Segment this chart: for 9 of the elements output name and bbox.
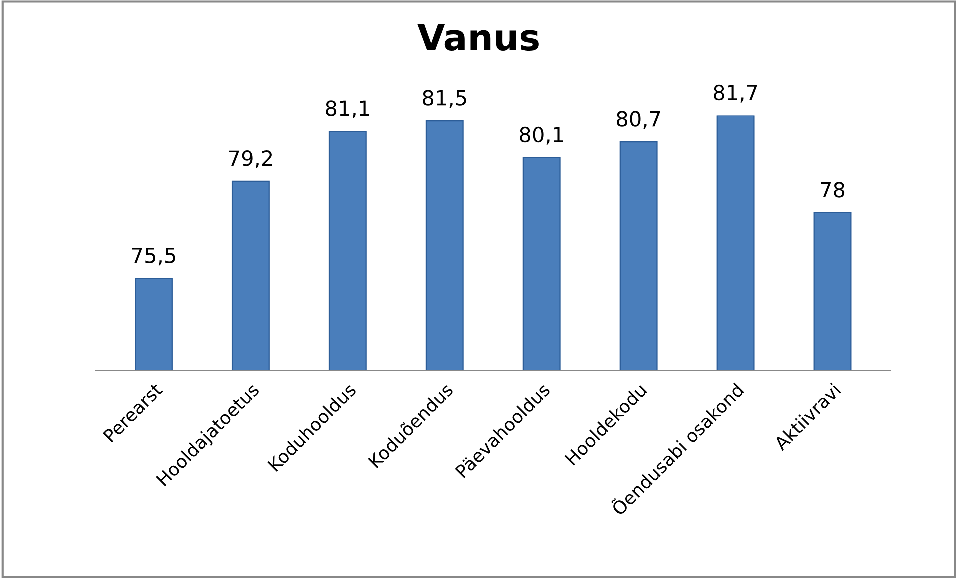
data-label: 80,1	[520, 126, 564, 145]
data-label: 80,7	[617, 111, 660, 130]
data-label: 81,5	[423, 90, 466, 108]
data-label: 78	[821, 182, 845, 198]
data-label: 81,7	[714, 84, 758, 103]
data-label: 81,1	[326, 100, 370, 119]
data-label: 75,5	[132, 248, 176, 266]
chart-title: Vanus	[418, 24, 539, 52]
data-label: 79,2	[229, 150, 272, 168]
